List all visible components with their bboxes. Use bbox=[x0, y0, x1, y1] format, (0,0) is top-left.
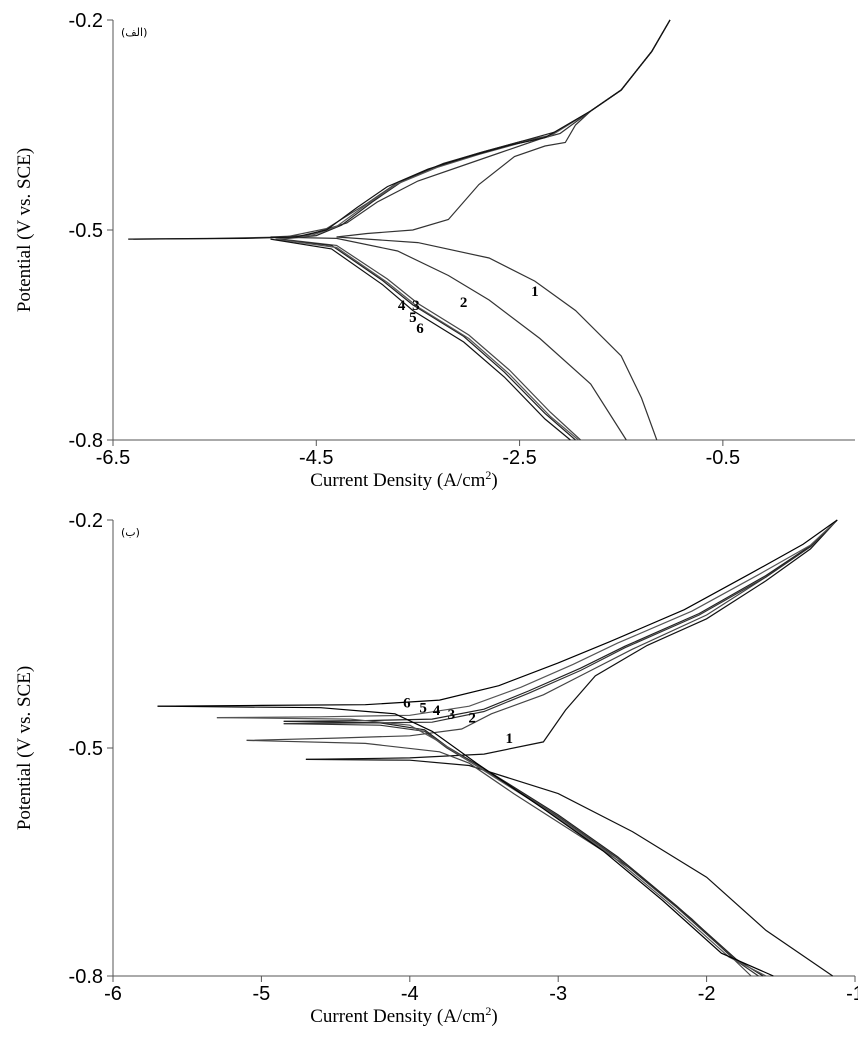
chart-panel-alef: -6.5 -4.5 -2.5 -0.5 -0.8 -0.5 -0.2 Current Dens… bbox=[14, 10, 855, 491]
y-tick-label: -0.8 bbox=[69, 430, 103, 452]
x-axis-title-superscript: 2 bbox=[485, 468, 491, 482]
curve-5-cathodic bbox=[275, 238, 579, 441]
x-axis-title-main: Current Density (A/cm bbox=[310, 470, 485, 491]
x-axis-title-close: ) bbox=[491, 470, 497, 491]
x-tick-label: -0.5 bbox=[706, 447, 740, 469]
curve-3-cathodic bbox=[283, 723, 759, 977]
x-axis-title-superscript: 2 bbox=[485, 1004, 491, 1018]
series-label-6: 6 bbox=[416, 321, 424, 337]
curve-4-cathodic bbox=[275, 238, 576, 441]
series-label-6: 6 bbox=[403, 695, 411, 711]
curve-3-anodic bbox=[283, 519, 838, 725]
series-label-5: 5 bbox=[409, 310, 417, 326]
curve-1-cathodic bbox=[305, 758, 834, 977]
curve-2-anodic bbox=[270, 19, 671, 238]
y-tick-label: -0.2 bbox=[69, 10, 103, 32]
series-label-3: 3 bbox=[412, 298, 420, 314]
x-tick-label: -6.5 bbox=[96, 447, 130, 469]
curve-4-anodic bbox=[280, 19, 671, 240]
x-tick-label: -5 bbox=[253, 983, 271, 1005]
curve-5-anodic bbox=[216, 519, 838, 719]
panel-label: (ب) bbox=[121, 526, 140, 539]
series-label-4: 4 bbox=[398, 298, 406, 314]
y-tick-label: -0.5 bbox=[69, 738, 103, 760]
series-label-1: 1 bbox=[531, 284, 539, 300]
x-axis-title: Current Density (A/cm2) bbox=[310, 1004, 498, 1027]
x-axis-title-close: ) bbox=[491, 1006, 497, 1027]
x-tick-label: -4 bbox=[401, 983, 419, 1005]
curve-2-anodic bbox=[246, 519, 838, 741]
y-tick-label: -0.2 bbox=[69, 510, 103, 532]
series-label-4: 4 bbox=[433, 703, 441, 719]
curve-5-anodic bbox=[275, 19, 671, 240]
curve-6-anodic bbox=[157, 519, 838, 707]
curve-6-cathodic bbox=[270, 238, 571, 441]
series-label-2: 2 bbox=[460, 295, 468, 311]
curve-3-anodic bbox=[133, 19, 671, 240]
series-label-3: 3 bbox=[448, 707, 456, 723]
curve-5-cathodic bbox=[216, 717, 767, 977]
curve-6-anodic bbox=[128, 19, 671, 240]
curve-4-anodic bbox=[283, 519, 838, 722]
series-label-5: 5 bbox=[419, 701, 427, 717]
series-label-1: 1 bbox=[505, 731, 513, 747]
panel-label: (الف) bbox=[121, 26, 147, 39]
x-tick-label: -4.5 bbox=[299, 447, 333, 469]
x-tick-label: -3 bbox=[549, 983, 567, 1005]
curve-4-cathodic bbox=[283, 720, 764, 977]
curve-6-cathodic bbox=[157, 705, 774, 977]
x-tick-label: -6 bbox=[104, 983, 122, 1005]
series-label-2: 2 bbox=[468, 711, 476, 727]
curve-1-anodic bbox=[336, 19, 671, 238]
curve-1-cathodic bbox=[336, 236, 658, 441]
x-tick-label: -1 bbox=[846, 983, 858, 1005]
curve-3-cathodic bbox=[280, 238, 582, 441]
y-tick-label: -0.8 bbox=[69, 966, 103, 988]
curve-2-cathodic bbox=[270, 236, 627, 441]
x-tick-label: -2 bbox=[698, 983, 716, 1005]
chart-panel-be: -6 -5 -4 -3 -2 -1 -0.8 -0.5 -0.2 Current Density … bbox=[14, 510, 858, 1027]
x-axis-title-main: Current Density (A/cm bbox=[310, 1006, 485, 1027]
x-axis-title: Current Density (A/cm2) bbox=[310, 468, 498, 491]
x-tick-label: -2.5 bbox=[502, 447, 536, 469]
y-tick-label: -0.5 bbox=[69, 220, 103, 242]
y-axis-title: Potential (V vs. SCE) bbox=[14, 666, 35, 830]
y-axis-title: Potential (V vs. SCE) bbox=[14, 148, 35, 312]
